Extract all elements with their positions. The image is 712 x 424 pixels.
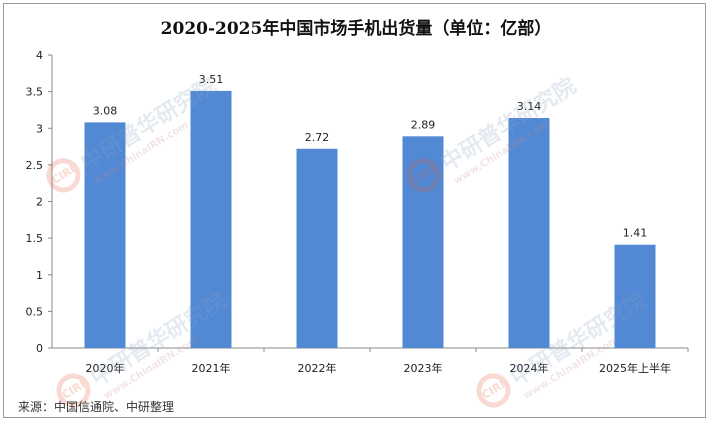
y-tick-label: 3.5 [26, 86, 44, 99]
y-tick-label: 1.5 [26, 232, 44, 245]
chart-title: 2020-2025年中国市场手机出货量（单位：亿部） [160, 19, 552, 39]
data-label: 2.72 [305, 131, 330, 144]
x-tick-label: 2025年上半年 [599, 361, 671, 375]
bar [296, 148, 338, 348]
bar [614, 244, 656, 348]
data-label: 3.08 [93, 104, 118, 117]
x-tick-label: 2024年 [510, 361, 549, 375]
y-tick-label: 0 [36, 342, 43, 355]
bar [402, 136, 444, 348]
source-note: 来源：中国信通院、中研整理 [18, 400, 175, 414]
bar [190, 90, 232, 348]
bar [508, 117, 550, 349]
x-tick-label: 2021年 [192, 361, 231, 375]
data-label: 2.89 [411, 118, 436, 131]
x-tick-label: 2023年 [404, 361, 443, 375]
y-tick-label: 2 [36, 196, 43, 209]
x-tick-label: 2022年 [298, 361, 337, 375]
y-tick-label: 2.5 [26, 159, 44, 172]
y-tick-label: 3 [36, 122, 43, 135]
data-label: 3.51 [199, 73, 224, 86]
y-tick-label: 0.5 [26, 305, 44, 318]
y-tick-label: 4 [36, 49, 43, 62]
y-tick-label: 1 [36, 269, 43, 282]
data-label: 3.14 [517, 100, 542, 113]
data-label: 1.41 [623, 227, 648, 240]
x-tick-label: 2020年 [86, 361, 125, 375]
bar [84, 122, 126, 348]
